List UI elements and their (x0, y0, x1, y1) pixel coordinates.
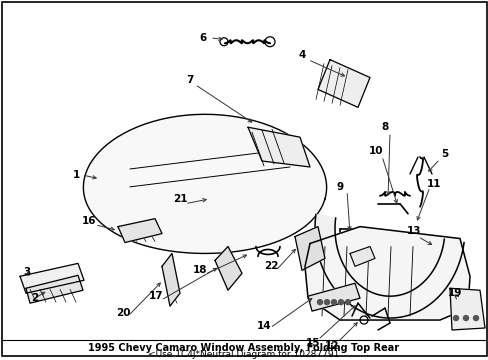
Polygon shape (449, 288, 484, 330)
Polygon shape (307, 283, 359, 311)
Text: 10: 10 (368, 146, 383, 156)
Text: 13: 13 (406, 226, 420, 235)
Circle shape (345, 300, 350, 305)
Circle shape (324, 300, 329, 305)
Text: 18: 18 (192, 265, 207, 275)
Polygon shape (162, 253, 180, 306)
Text: 16: 16 (81, 216, 96, 226)
Text: 9: 9 (336, 182, 343, 192)
Polygon shape (20, 264, 84, 293)
Text: 7: 7 (186, 75, 193, 85)
Circle shape (331, 300, 336, 305)
Text: 20: 20 (116, 308, 130, 318)
Polygon shape (118, 219, 162, 243)
Text: 1: 1 (72, 170, 80, 180)
Polygon shape (314, 215, 463, 318)
Circle shape (463, 316, 468, 320)
Text: 21: 21 (172, 194, 187, 204)
Text: 5: 5 (441, 149, 447, 159)
Text: 2: 2 (31, 293, 39, 303)
Text: 15: 15 (305, 338, 320, 348)
Text: 3: 3 (23, 267, 31, 277)
Polygon shape (83, 114, 326, 253)
Polygon shape (215, 247, 242, 290)
Circle shape (317, 300, 322, 305)
Polygon shape (349, 247, 374, 266)
Text: 1995 Chevy Camaro Window Assembly, Folding Top Rear: 1995 Chevy Camaro Window Assembly, Foldi… (88, 343, 399, 353)
Text: 14: 14 (256, 321, 271, 331)
Text: 11: 11 (426, 179, 440, 189)
Polygon shape (26, 275, 83, 303)
Circle shape (338, 300, 343, 305)
Circle shape (452, 316, 458, 320)
Polygon shape (305, 226, 469, 320)
Text: 6: 6 (199, 33, 206, 43)
Circle shape (472, 316, 478, 320)
Text: 8: 8 (381, 122, 388, 132)
Text: 19: 19 (447, 288, 461, 298)
Text: 4: 4 (298, 50, 305, 60)
Text: 17: 17 (148, 291, 163, 301)
Polygon shape (294, 226, 325, 270)
Text: 22: 22 (263, 261, 278, 271)
Text: <Use 1C4J*Neutral Diagram for 10287791: <Use 1C4J*Neutral Diagram for 10287791 (148, 350, 339, 359)
Polygon shape (247, 127, 309, 167)
Polygon shape (317, 60, 369, 107)
Text: 12: 12 (324, 341, 339, 351)
